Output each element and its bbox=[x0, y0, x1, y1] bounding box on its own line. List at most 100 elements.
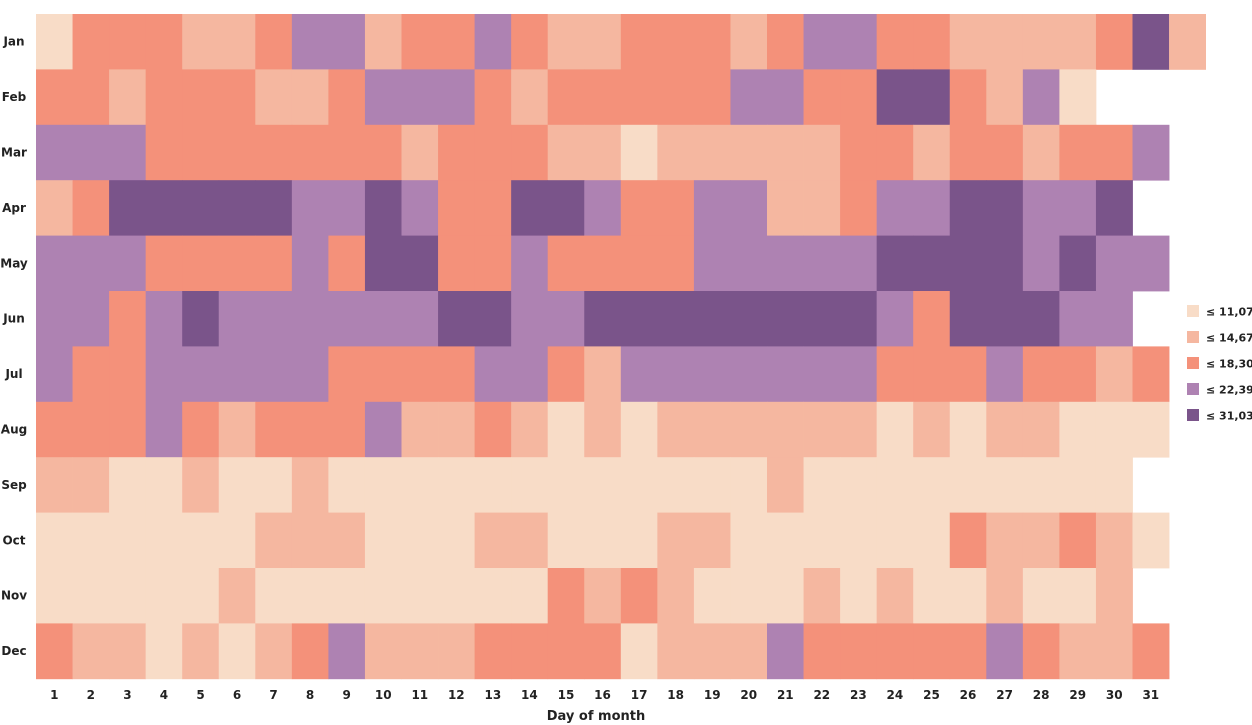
heatmap-cell bbox=[657, 235, 695, 292]
heatmap-cell bbox=[876, 457, 914, 513]
heatmap-cell bbox=[109, 401, 147, 458]
heatmap-cell bbox=[730, 180, 768, 236]
heatmap-cell bbox=[255, 69, 293, 126]
heatmap-cell bbox=[182, 623, 220, 680]
heatmap-cell bbox=[364, 401, 402, 458]
y-tick-label: Jun bbox=[2, 312, 25, 326]
y-tick-label: Aug bbox=[1, 423, 27, 437]
heatmap-cell bbox=[145, 291, 183, 347]
heatmap-cell bbox=[511, 124, 549, 181]
x-tick-label: 8 bbox=[306, 688, 314, 702]
heatmap-cell bbox=[730, 457, 768, 513]
legend: ≤ 11,070 ≤ 14,675 ≤ 18,305 ≤ 22,392 ≤ 31,031 bbox=[1187, 305, 1252, 423]
heatmap-cell bbox=[328, 623, 366, 680]
heatmap-cell bbox=[109, 291, 147, 347]
legend-label: ≤ 14,675 bbox=[1206, 332, 1252, 345]
heatmap-cell bbox=[657, 69, 695, 126]
x-tick-label: 29 bbox=[1069, 688, 1086, 702]
heatmap-cell bbox=[1095, 623, 1133, 680]
heatmap-cell bbox=[255, 512, 293, 569]
heatmap-cell bbox=[986, 346, 1024, 403]
heatmap-cell bbox=[36, 291, 73, 347]
heatmap-cell bbox=[767, 14, 804, 70]
heatmap-cell bbox=[913, 568, 951, 624]
heatmap-cell bbox=[109, 69, 147, 126]
y-tick-label: Nov bbox=[1, 589, 27, 603]
heatmap-cell bbox=[255, 235, 293, 292]
heatmap-cell bbox=[72, 69, 110, 126]
heatmap-cell bbox=[547, 180, 585, 236]
heatmap-cell bbox=[840, 180, 878, 236]
heatmap-cell bbox=[693, 69, 731, 126]
x-tick-label: 18 bbox=[667, 688, 684, 702]
heatmap-cell bbox=[547, 14, 585, 70]
y-tick-label: Jul bbox=[4, 367, 22, 381]
heatmap-cell bbox=[949, 235, 987, 292]
heatmap-cell bbox=[657, 401, 695, 458]
heatmap-cell bbox=[949, 568, 987, 624]
heatmap-cell bbox=[1059, 124, 1097, 181]
heatmap-cell bbox=[1095, 457, 1133, 513]
heatmap-cell bbox=[291, 512, 329, 569]
heatmap-cell bbox=[328, 291, 366, 347]
x-tick-label: 17 bbox=[631, 688, 648, 702]
heatmap-cell bbox=[474, 401, 512, 458]
heatmap-cell bbox=[328, 124, 366, 181]
heatmap-cell bbox=[584, 568, 622, 624]
heatmap-cell bbox=[986, 124, 1024, 181]
heatmap-cell bbox=[1022, 512, 1060, 569]
heatmap-cell bbox=[291, 69, 329, 126]
heatmap-cell bbox=[986, 14, 1024, 70]
heatmap-cell bbox=[767, 568, 804, 624]
heatmap-cell bbox=[182, 568, 220, 624]
heatmap-cell bbox=[364, 568, 402, 624]
heatmap-cell bbox=[474, 69, 512, 126]
heatmap-cell bbox=[364, 346, 402, 403]
heatmap-cell bbox=[949, 623, 987, 680]
heatmap-cell bbox=[328, 401, 366, 458]
heatmap-cell bbox=[693, 180, 731, 236]
heatmap-cell bbox=[1059, 346, 1097, 403]
heatmap-cell bbox=[72, 457, 110, 513]
heatmap-cell bbox=[255, 291, 293, 347]
heatmap-cell bbox=[1059, 512, 1097, 569]
heatmap-cell bbox=[620, 180, 658, 236]
heatmap-cell bbox=[620, 291, 658, 347]
heatmap-cell bbox=[1022, 14, 1060, 70]
x-tick-label: 13 bbox=[485, 688, 502, 702]
heatmap-cell bbox=[840, 346, 878, 403]
heatmap-cell bbox=[364, 180, 402, 236]
heatmap-cell bbox=[657, 512, 695, 569]
heatmap-cell bbox=[840, 401, 878, 458]
heatmap-cell bbox=[182, 235, 220, 292]
heatmap-cell bbox=[182, 512, 220, 569]
heatmap-cell bbox=[913, 291, 951, 347]
heatmap-cell bbox=[657, 457, 695, 513]
heatmap-cell bbox=[986, 623, 1024, 680]
heatmap-cell bbox=[584, 346, 622, 403]
x-tick-label: 22 bbox=[813, 688, 830, 702]
y-tick-label: Feb bbox=[2, 90, 27, 104]
heatmap-cell bbox=[328, 235, 366, 292]
heatmap-cell bbox=[511, 69, 549, 126]
heatmap-cell bbox=[291, 346, 329, 403]
heatmap-cell bbox=[693, 623, 731, 680]
heatmap-cell bbox=[291, 457, 329, 513]
x-tick-label: 24 bbox=[887, 688, 904, 702]
heatmap-cell bbox=[218, 623, 256, 680]
heatmap-cell bbox=[584, 291, 622, 347]
heatmap-cell bbox=[218, 346, 256, 403]
heatmap-cell bbox=[109, 623, 147, 680]
heatmap-cell bbox=[584, 69, 622, 126]
heatmap-cell bbox=[1095, 568, 1133, 624]
heatmap-cell bbox=[730, 346, 768, 403]
heatmap-cell bbox=[620, 568, 658, 624]
heatmap-cell bbox=[840, 124, 878, 181]
heatmap-cell bbox=[1022, 69, 1060, 126]
heatmap-cell bbox=[72, 235, 110, 292]
legend-swatch bbox=[1187, 383, 1199, 395]
heatmap-cell bbox=[876, 14, 914, 70]
x-tick-label: 30 bbox=[1106, 688, 1123, 702]
heatmap-cell bbox=[693, 235, 731, 292]
